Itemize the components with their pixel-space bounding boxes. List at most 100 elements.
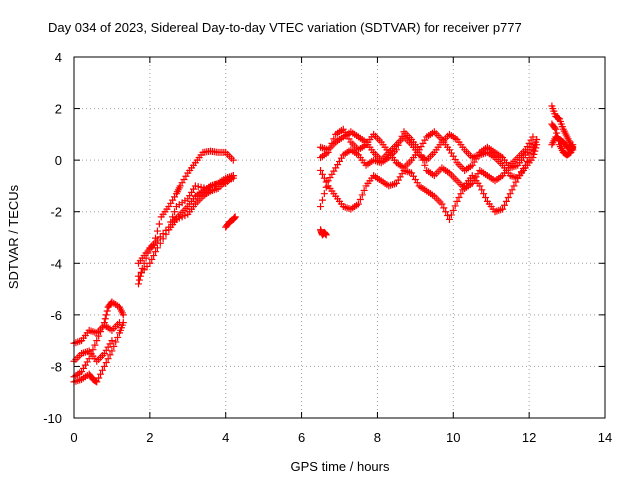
data-point [152, 234, 160, 242]
data-point [354, 200, 362, 208]
y-tick-label: -4 [50, 256, 62, 271]
x-tick-label: 0 [70, 430, 77, 445]
chart-title: Day 034 of 2023, Sidereal Day-to-day VTE… [48, 20, 522, 35]
data-point [153, 244, 161, 252]
data-point [97, 328, 105, 336]
data-point [480, 190, 488, 198]
x-tick-label: 10 [446, 430, 460, 445]
data-point [171, 208, 179, 216]
data-point [444, 212, 452, 220]
data-point [500, 201, 508, 209]
data-series-track-14 [317, 125, 537, 174]
data-point [97, 370, 105, 378]
data-point [512, 178, 520, 186]
data-point [554, 133, 562, 141]
data-series-track-17 [548, 120, 577, 159]
data-point [449, 206, 457, 214]
data-point [91, 341, 99, 349]
x-tick-label: 6 [298, 430, 305, 445]
grid-lines [74, 57, 605, 418]
data-point [98, 323, 106, 331]
data-point [453, 197, 461, 205]
data-point [476, 182, 484, 190]
data-point [318, 196, 326, 204]
data-point [455, 194, 463, 202]
data-point [482, 194, 490, 202]
data-point [135, 276, 143, 284]
x-tick-label: 14 [598, 430, 612, 445]
data-series-track-8 [169, 172, 237, 226]
data-point [231, 213, 239, 221]
data-point [108, 337, 116, 345]
data-point [322, 183, 330, 191]
data-point [110, 342, 118, 350]
plot-frame [73, 56, 606, 419]
data-point [101, 315, 109, 323]
data-point [506, 190, 514, 198]
data-point [445, 215, 453, 223]
data-point [317, 203, 325, 211]
data-point [159, 235, 167, 243]
x-tick-label: 12 [522, 430, 536, 445]
data-series-track-2 [70, 298, 127, 381]
data-series-track-12 [317, 141, 541, 223]
x-tick-label: 8 [374, 430, 381, 445]
data-point [504, 194, 512, 202]
data-series-track-6 [134, 147, 237, 267]
data-point [155, 220, 163, 228]
y-tick-label: -2 [50, 205, 62, 220]
y-tick-labels: -10 -8 -6 -4 -2 0 2 4 [43, 50, 62, 426]
data-point [95, 374, 103, 382]
data-series-track-9 [222, 213, 239, 231]
data-point [317, 166, 325, 174]
data-point [119, 319, 127, 327]
data-point [93, 378, 101, 386]
x-axis-label: GPS time / hours [291, 459, 390, 474]
y-tick-label: 0 [55, 153, 62, 168]
data-point [104, 355, 112, 363]
data-point [438, 200, 446, 208]
data-point [530, 150, 538, 158]
data-point [529, 154, 537, 162]
data-point [451, 202, 459, 210]
data-point [440, 204, 448, 212]
data-point [114, 333, 122, 341]
data-point [134, 280, 142, 288]
data-point [108, 347, 116, 355]
data-point [102, 359, 110, 367]
data-point [478, 186, 486, 194]
data-point [112, 338, 120, 346]
data-point [421, 161, 429, 169]
axis-ticks [73, 56, 606, 419]
data-point [529, 133, 537, 141]
data-point [119, 311, 127, 319]
x-tick-label: 4 [222, 430, 229, 445]
data-point [328, 139, 336, 147]
data-point [531, 147, 539, 155]
data-point [162, 230, 170, 238]
data-point [146, 259, 154, 267]
data-point [552, 125, 560, 133]
data-point [553, 129, 561, 137]
data-point [102, 311, 110, 319]
y-tick-label: -6 [50, 308, 62, 323]
x-tick-label: 2 [146, 430, 153, 445]
data-point [320, 190, 328, 198]
data-point [89, 346, 97, 354]
data-point [103, 307, 111, 315]
data-point [150, 241, 158, 249]
data-point [447, 211, 455, 219]
data-point [508, 186, 516, 194]
data-point [322, 231, 330, 239]
data-point [551, 124, 559, 132]
data-point [156, 239, 164, 247]
data-point [457, 190, 465, 198]
y-tick-label: 4 [55, 50, 62, 65]
data-point [555, 137, 563, 145]
data-point [152, 248, 160, 256]
data-point [148, 255, 156, 263]
data-series-track-10 [317, 226, 330, 239]
data-series-track-3 [70, 319, 127, 386]
data-point [394, 141, 402, 149]
data-point [106, 351, 114, 359]
